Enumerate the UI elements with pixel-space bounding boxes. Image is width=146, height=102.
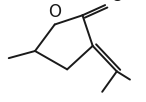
- Text: O: O: [48, 3, 61, 21]
- Text: O: O: [110, 0, 123, 5]
